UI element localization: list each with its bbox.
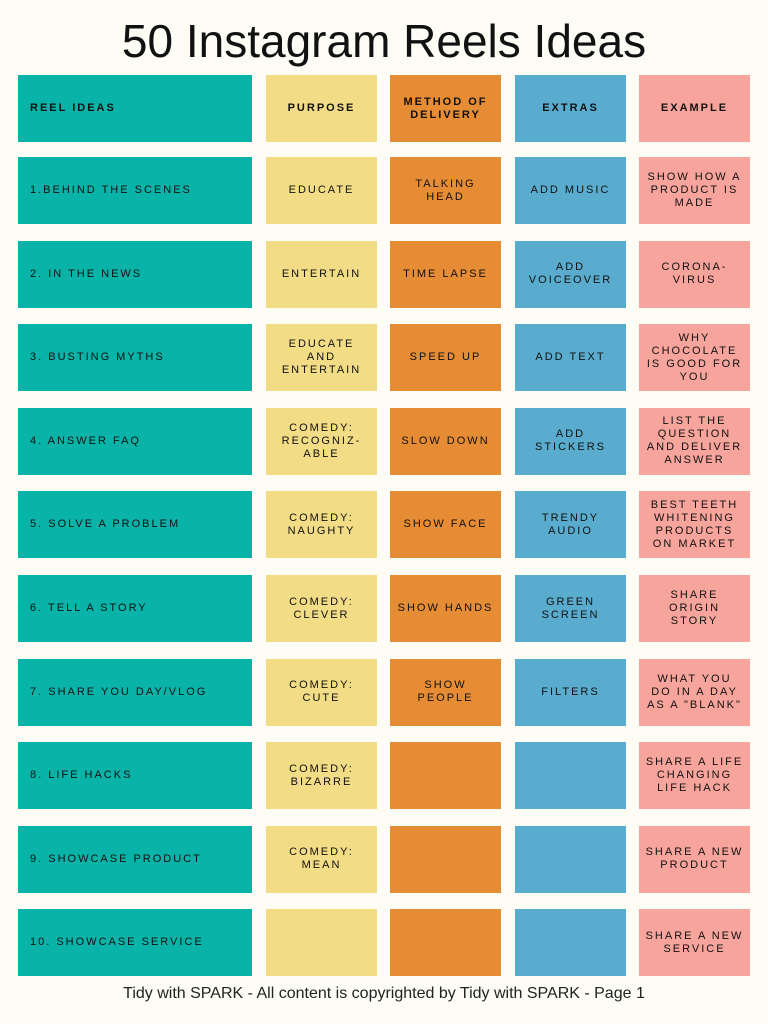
cell: SHARE A NEW PRODUCT <box>639 825 750 893</box>
cell: COMEDY: BIZARRE <box>266 742 377 810</box>
cell: REEL IDEAS <box>18 75 252 142</box>
cell <box>515 909 626 977</box>
cell: 6. TELL A STORY <box>18 575 252 642</box>
cell: SHARE A NEW SERVICE <box>639 909 750 977</box>
cell: LIST THE QUESTION AND DELIVER ANSWER <box>639 407 750 475</box>
cell: ADD TEXT <box>515 324 626 392</box>
cell <box>390 742 501 810</box>
cell: COMEDY: MEAN <box>266 825 377 893</box>
cell: TIME LAPSE <box>390 240 501 308</box>
cell: 4. ANSWER FAQ <box>18 407 252 475</box>
cell: EXAMPLE <box>639 75 750 142</box>
cell: COMEDY: CLEVER <box>266 575 377 642</box>
cell: ADD VOICEOVER <box>515 240 626 308</box>
cell: EDUCATE AND ENTERTAIN <box>266 324 377 392</box>
cell: FILTERS <box>515 658 626 726</box>
cell: SHARE ORIGIN STORY <box>639 575 750 642</box>
cell: 8. LIFE HACKS <box>18 742 252 810</box>
cell: 5. SOLVE A PROBLEM <box>18 491 252 559</box>
cell: 10. SHOWCASE SERVICE <box>18 909 252 977</box>
cell: EDUCATE <box>266 157 377 224</box>
cell <box>266 909 377 977</box>
cell: METHOD OF DELIVERY <box>390 75 501 142</box>
cell: GREEN SCREEN <box>515 575 626 642</box>
cell: BEST TEETH WHITENING PRODUCTS ON MARKET <box>639 491 750 559</box>
cell: SHOW HOW A PRODUCT IS MADE <box>639 157 750 224</box>
cell: WHAT YOU DO IN A DAY AS A "BLANK" <box>639 658 750 726</box>
cell: PURPOSE <box>266 75 377 142</box>
cell: TRENDY AUDIO <box>515 491 626 559</box>
cell: WHY CHOCOLATE IS GOOD FOR YOU <box>639 324 750 392</box>
cell: ENTERTAIN <box>266 240 377 308</box>
cell: 2. IN THE NEWS <box>18 240 252 308</box>
cell: SHOW HANDS <box>390 575 501 642</box>
cell <box>390 909 501 977</box>
footer: Tidy with SPARK - All content is copyrig… <box>123 985 645 1002</box>
cell <box>390 825 501 893</box>
cell: 3. BUSTING MYTHS <box>18 324 252 392</box>
cell: SHOW FACE <box>390 491 501 559</box>
cell: ADD MUSIC <box>515 157 626 224</box>
cell: ADD STICKERS <box>515 407 626 475</box>
cell <box>515 742 626 810</box>
cell: SHOW PEOPLE <box>390 658 501 726</box>
cell <box>515 825 626 893</box>
title: 50 Instagram Reels Ideas <box>121 15 647 67</box>
cell: 9. SHOWCASE PRODUCT <box>18 825 252 893</box>
cell: TALKING HEAD <box>390 157 501 224</box>
cell: 7. SHARE YOU DAY/VLOG <box>18 658 252 726</box>
cell: EXTRAS <box>515 75 626 142</box>
cell: COMEDY: NAUGHTY <box>266 491 377 559</box>
cell: SHARE A LIFE CHANGING LIFE HACK <box>639 742 750 810</box>
cell: COMEDY: RECOGNIZ-ABLE <box>266 407 377 475</box>
cell: 1.BEHIND THE SCENES <box>18 157 252 224</box>
cell: CORONA-VIRUS <box>639 240 750 308</box>
cell: SPEED UP <box>390 324 501 392</box>
cell: SLOW DOWN <box>390 407 501 475</box>
cell: COMEDY: CUTE <box>266 658 377 726</box>
